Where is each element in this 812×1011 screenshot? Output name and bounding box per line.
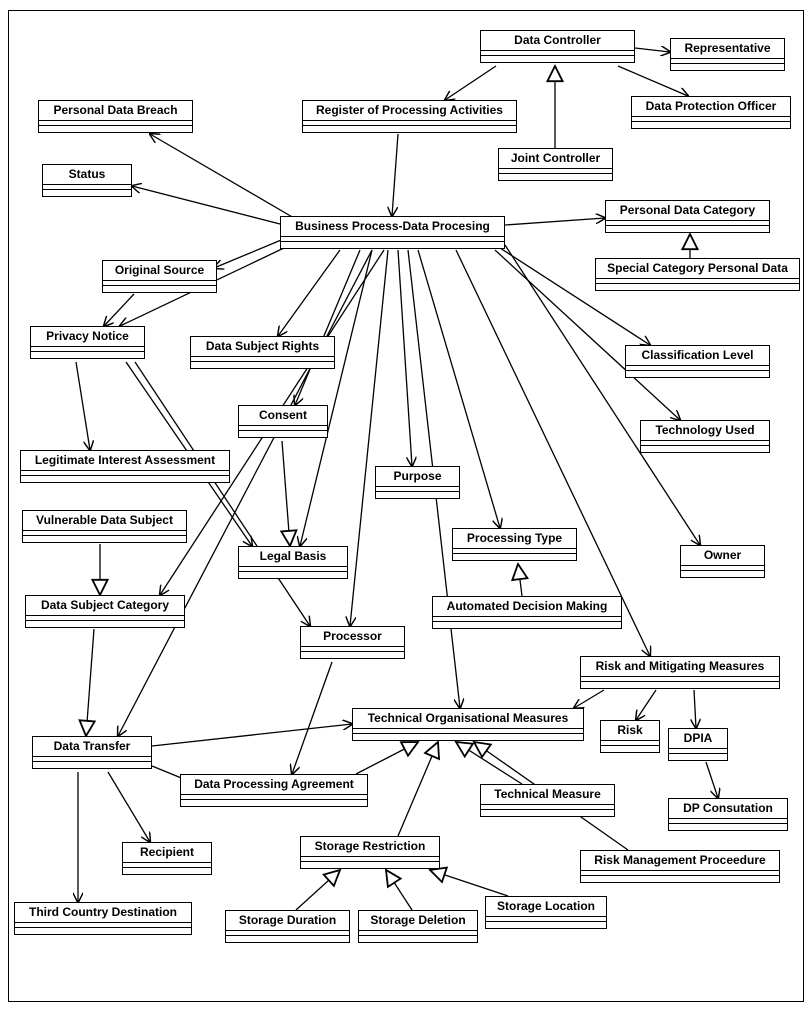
- node-label: Technology Used: [641, 421, 769, 441]
- node-label: Data Controller: [481, 31, 634, 51]
- node-representative: Representative: [670, 38, 785, 71]
- node-joint-controller: Joint Controller: [498, 148, 613, 181]
- node-register-processing: Register of Processing Activities: [302, 100, 517, 133]
- node-status: Status: [42, 164, 132, 197]
- node-label: Risk and Mitigating Measures: [581, 657, 779, 677]
- node-label: Privacy Notice: [31, 327, 144, 347]
- node-label: Technical Organisational Measures: [353, 709, 583, 729]
- node-label: Automated Decision Making: [433, 597, 621, 617]
- node-label: Representative: [671, 39, 784, 59]
- node-storage-deletion: Storage Deletion: [358, 910, 478, 943]
- node-legal-basis: Legal Basis: [238, 546, 348, 579]
- node-storage-location: Storage Location: [485, 896, 607, 929]
- node-vulnerable-data-subject: Vulnerable Data Subject: [22, 510, 187, 543]
- node-label: Processor: [301, 627, 404, 647]
- node-privacy-notice: Privacy Notice: [30, 326, 145, 359]
- node-special-category: Special Category Personal Data: [595, 258, 800, 291]
- node-owner: Owner: [680, 545, 765, 578]
- node-risk: Risk: [600, 720, 660, 753]
- node-label: Legal Basis: [239, 547, 347, 567]
- node-label: Data Subject Category: [26, 596, 184, 616]
- node-consent: Consent: [238, 405, 328, 438]
- node-label: Legitimate Interest Assessment: [21, 451, 229, 471]
- node-dp-consultation: DP Consutation: [668, 798, 788, 831]
- node-label: Register of Processing Activities: [303, 101, 516, 121]
- node-label: Purpose: [376, 467, 459, 487]
- node-label: Status: [43, 165, 131, 185]
- node-tech-org-measures: Technical Organisational Measures: [352, 708, 584, 741]
- node-label: Recipient: [123, 843, 211, 863]
- node-data-processing-agreement: Data Processing Agreement: [180, 774, 368, 807]
- node-processing-type: Processing Type: [452, 528, 577, 561]
- node-storage-duration: Storage Duration: [225, 910, 350, 943]
- node-label: Data Processing Agreement: [181, 775, 367, 795]
- node-original-source: Original Source: [102, 260, 217, 293]
- node-label: Third Country Destination: [15, 903, 191, 923]
- node-risk-mitigating: Risk and Mitigating Measures: [580, 656, 780, 689]
- node-label: DPIA: [669, 729, 727, 749]
- node-data-protection-officer: Data Protection Officer: [631, 96, 791, 129]
- node-label: Personal Data Category: [606, 201, 769, 221]
- node-technical-measure: Technical Measure: [480, 784, 615, 817]
- node-label: Classification Level: [626, 346, 769, 366]
- node-legitimate-interest: Legitimate Interest Assessment: [20, 450, 230, 483]
- node-label: Personal Data Breach: [39, 101, 192, 121]
- node-label: Original Source: [103, 261, 216, 281]
- node-processor: Processor: [300, 626, 405, 659]
- node-label: DP Consutation: [669, 799, 787, 819]
- node-label: Consent: [239, 406, 327, 426]
- node-label: Processing Type: [453, 529, 576, 549]
- node-label: Storage Duration: [226, 911, 349, 931]
- node-label: Business Process-Data Procesing: [281, 217, 504, 237]
- diagram-canvas: Data Controller Representative Data Protec…: [0, 0, 812, 1011]
- node-label: Storage Location: [486, 897, 606, 917]
- node-data-subject-category: Data Subject Category: [25, 595, 185, 628]
- node-label: Data Transfer: [33, 737, 151, 757]
- node-label: Special Category Personal Data: [596, 259, 799, 279]
- node-label: Data Protection Officer: [632, 97, 790, 117]
- node-risk-management: Risk Management Proceedure: [580, 850, 780, 883]
- node-third-country: Third Country Destination: [14, 902, 192, 935]
- node-data-controller: Data Controller: [480, 30, 635, 63]
- node-label: Risk: [601, 721, 659, 741]
- node-data-transfer: Data Transfer: [32, 736, 152, 769]
- node-label: Joint Controller: [499, 149, 612, 169]
- node-label: Data Subject Rights: [191, 337, 334, 357]
- node-label: Storage Deletion: [359, 911, 477, 931]
- node-data-subject-rights: Data Subject Rights: [190, 336, 335, 369]
- node-label: Technical Measure: [481, 785, 614, 805]
- node-dpia: DPIA: [668, 728, 728, 761]
- node-storage-restriction: Storage Restriction: [300, 836, 440, 869]
- node-personal-data-category: Personal Data Category: [605, 200, 770, 233]
- node-label: Storage Restriction: [301, 837, 439, 857]
- node-label: Owner: [681, 546, 764, 566]
- node-technology-used: Technology Used: [640, 420, 770, 453]
- node-label: Risk Management Proceedure: [581, 851, 779, 871]
- node-automated-decision: Automated Decision Making: [432, 596, 622, 629]
- node-classification-level: Classification Level: [625, 345, 770, 378]
- node-business-process: Business Process-Data Procesing: [280, 216, 505, 249]
- node-personal-data-breach: Personal Data Breach: [38, 100, 193, 133]
- node-purpose: Purpose: [375, 466, 460, 499]
- node-recipient: Recipient: [122, 842, 212, 875]
- node-label: Vulnerable Data Subject: [23, 511, 186, 531]
